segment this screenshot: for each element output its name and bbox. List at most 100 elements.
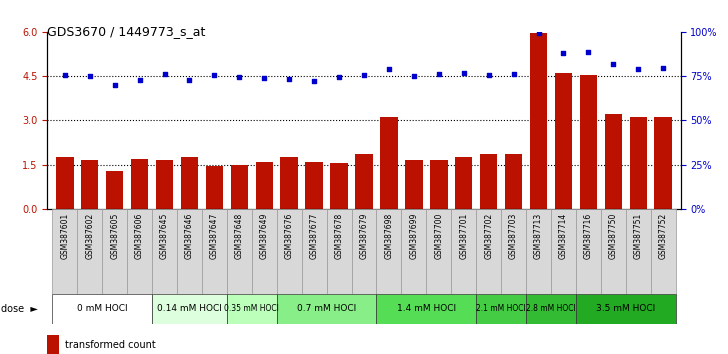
Text: GSM387750: GSM387750 [609, 213, 618, 259]
Bar [626, 209, 651, 294]
Bar [306, 162, 323, 209]
Point [458, 71, 470, 76]
Bar [526, 209, 551, 294]
Bar [181, 157, 198, 209]
Text: GSM387713: GSM387713 [534, 213, 543, 259]
Bar [501, 209, 526, 294]
Point [159, 72, 170, 77]
Bar [455, 157, 472, 209]
Bar [427, 209, 451, 294]
Point [608, 61, 620, 67]
Bar [152, 209, 177, 294]
Text: GSM387649: GSM387649 [260, 213, 269, 259]
Bar [152, 294, 227, 324]
Bar [579, 75, 597, 209]
Point [59, 73, 71, 78]
Bar [280, 157, 298, 209]
Text: GSM387677: GSM387677 [309, 213, 319, 259]
Bar [401, 209, 427, 294]
Bar [405, 160, 422, 209]
Bar [430, 160, 448, 209]
Bar [206, 166, 223, 209]
Text: GSM387645: GSM387645 [160, 213, 169, 259]
Bar [106, 171, 123, 209]
Bar [352, 209, 376, 294]
Text: GSM387716: GSM387716 [584, 213, 593, 259]
Point [333, 74, 345, 80]
Bar [331, 163, 348, 209]
Point [657, 65, 669, 71]
Text: 0.7 mM HOCl: 0.7 mM HOCl [297, 304, 356, 313]
Bar [601, 209, 626, 294]
Bar [505, 154, 522, 209]
Bar [252, 209, 277, 294]
Point [108, 82, 120, 88]
Bar [231, 165, 248, 209]
Text: GSM387698: GSM387698 [384, 213, 393, 259]
Text: GSM387606: GSM387606 [135, 213, 144, 259]
Bar [81, 160, 98, 209]
Bar [376, 294, 476, 324]
Bar [654, 118, 672, 209]
Text: dose  ►: dose ► [1, 304, 38, 314]
Bar [376, 209, 401, 294]
Bar [301, 209, 327, 294]
Bar [526, 294, 576, 324]
Bar [156, 160, 173, 209]
Point [633, 66, 644, 72]
Text: GDS3670 / 1449773_s_at: GDS3670 / 1449773_s_at [47, 25, 206, 38]
Text: GSM387676: GSM387676 [285, 213, 293, 259]
Text: GSM387701: GSM387701 [459, 213, 468, 259]
Bar [77, 209, 102, 294]
Bar [56, 157, 74, 209]
Text: GSM387714: GSM387714 [559, 213, 568, 259]
Bar [451, 209, 476, 294]
Bar [327, 209, 352, 294]
Text: 2.8 mM HOCl: 2.8 mM HOCl [526, 304, 576, 313]
Text: 2.1 mM HOCl: 2.1 mM HOCl [476, 304, 526, 313]
Bar [480, 154, 497, 209]
Text: GSM387700: GSM387700 [435, 213, 443, 259]
Bar [277, 294, 376, 324]
Bar [355, 154, 373, 209]
Bar [576, 294, 676, 324]
Text: GSM387702: GSM387702 [484, 213, 493, 259]
Bar [555, 73, 572, 209]
Point [508, 72, 520, 77]
Point [358, 73, 370, 78]
Point [433, 72, 445, 77]
Bar [52, 209, 77, 294]
Point [208, 73, 220, 78]
Text: GSM387699: GSM387699 [409, 213, 419, 259]
Bar [651, 209, 676, 294]
Text: GSM387752: GSM387752 [659, 213, 668, 259]
Point [308, 78, 320, 84]
Bar [202, 209, 227, 294]
Text: 0.35 mM HOCl: 0.35 mM HOCl [224, 304, 280, 313]
Text: 0 mM HOCl: 0 mM HOCl [77, 304, 127, 313]
Text: GSM387679: GSM387679 [360, 213, 368, 259]
Bar [127, 209, 152, 294]
Text: GSM387648: GSM387648 [235, 213, 244, 259]
Point [258, 75, 270, 81]
Bar [277, 209, 301, 294]
Text: GSM387751: GSM387751 [634, 213, 643, 259]
Bar [52, 294, 152, 324]
Bar [605, 114, 622, 209]
Point [533, 30, 545, 36]
Text: GSM387678: GSM387678 [335, 213, 344, 259]
Point [483, 73, 494, 78]
Bar [380, 118, 397, 209]
Bar [227, 209, 252, 294]
Bar [551, 209, 576, 294]
Text: GSM387601: GSM387601 [60, 213, 69, 259]
Point [183, 77, 195, 82]
Bar [256, 162, 273, 209]
Point [383, 66, 395, 72]
Bar [131, 159, 149, 209]
Point [134, 77, 146, 82]
Text: GSM387602: GSM387602 [85, 213, 94, 259]
Text: 3.5 mM HOCl: 3.5 mM HOCl [596, 304, 655, 313]
Bar [530, 33, 547, 209]
Text: GSM387646: GSM387646 [185, 213, 194, 259]
